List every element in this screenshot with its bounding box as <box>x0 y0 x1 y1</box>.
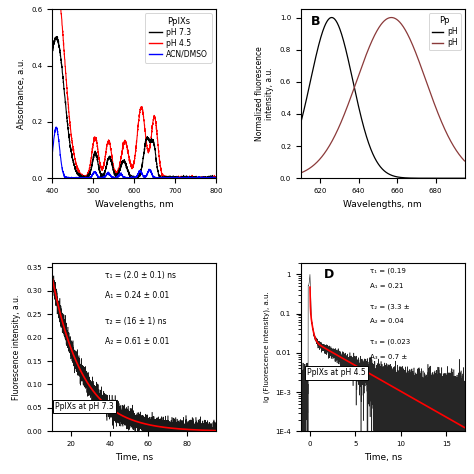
Legend: pH 7.3, pH 4.5, ACN/DMSO: pH 7.3, pH 4.5, ACN/DMSO <box>145 13 212 63</box>
Text: PpIXs at pH 4.5: PpIXs at pH 4.5 <box>308 368 366 377</box>
Text: τ₂ = (16 ± 1) ns: τ₂ = (16 ± 1) ns <box>104 317 166 326</box>
Text: τ₁ = (2.0 ± 0.1) ns: τ₁ = (2.0 ± 0.1) ns <box>104 271 175 280</box>
Y-axis label: Normalized fluorescence
intensity, a.u.: Normalized fluorescence intensity, a.u. <box>255 46 274 141</box>
Text: A₂ = 0.61 ± 0.01: A₂ = 0.61 ± 0.01 <box>104 337 169 346</box>
Text: A₂ = 0.04: A₂ = 0.04 <box>370 318 403 324</box>
X-axis label: Wavelengths, nm: Wavelengths, nm <box>343 200 422 209</box>
Text: A₃ = 0.7 ±: A₃ = 0.7 ± <box>370 354 407 360</box>
Text: τ₂ = (3.3 ±: τ₂ = (3.3 ± <box>370 303 409 310</box>
Text: D: D <box>324 268 334 281</box>
Y-axis label: Fluorescence intensity, a.u.: Fluorescence intensity, a.u. <box>12 294 21 400</box>
X-axis label: Time, ns: Time, ns <box>364 453 402 462</box>
Y-axis label: lg (Fluorescence intensity), a.u.: lg (Fluorescence intensity), a.u. <box>263 292 270 402</box>
Legend: pH, pH: pH, pH <box>428 13 461 50</box>
Text: B: B <box>310 15 320 27</box>
Text: A₁ = 0.24 ± 0.01: A₁ = 0.24 ± 0.01 <box>104 292 169 301</box>
Text: A₁ = 0.21: A₁ = 0.21 <box>370 283 403 289</box>
Text: PpIXs at pH 7.3: PpIXs at pH 7.3 <box>55 402 114 411</box>
X-axis label: Wavelengths, nm: Wavelengths, nm <box>95 200 173 209</box>
Text: τ₃ = (0.023: τ₃ = (0.023 <box>370 338 410 345</box>
X-axis label: Time, ns: Time, ns <box>115 453 153 462</box>
Y-axis label: Absorbance, a.u.: Absorbance, a.u. <box>17 58 26 129</box>
Text: τ₁ = (0.19: τ₁ = (0.19 <box>370 268 405 274</box>
